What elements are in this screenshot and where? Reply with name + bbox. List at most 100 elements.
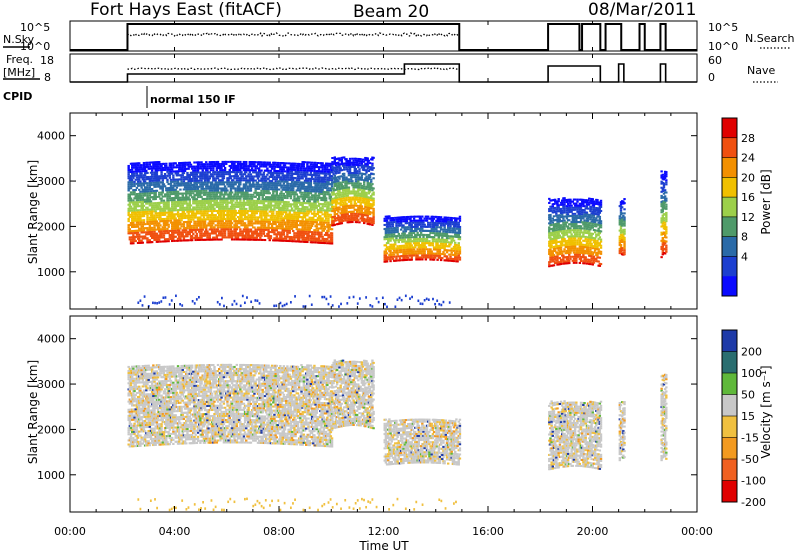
echo-cell — [221, 203, 224, 206]
echo-cell — [156, 224, 160, 227]
echo-cell — [165, 240, 168, 243]
echo-cell — [173, 215, 176, 218]
echo-cell — [358, 170, 361, 173]
echo-cell — [316, 161, 320, 165]
echo-cell — [146, 194, 149, 197]
echo-cell — [330, 179, 334, 182]
echo-cell — [368, 213, 372, 216]
echo-cell — [322, 229, 326, 232]
echo-cell — [166, 170, 169, 173]
echo-cell — [334, 182, 338, 185]
echo-cell — [128, 209, 132, 212]
echo-cell — [332, 207, 335, 210]
echo-cell — [228, 195, 231, 198]
echo-cell — [216, 226, 220, 229]
echo-cell — [133, 191, 136, 194]
echo-cell — [282, 168, 286, 171]
echo-cell — [166, 230, 169, 233]
echo-cell — [129, 191, 133, 194]
echo-cell — [293, 219, 296, 222]
echo-cell — [326, 178, 329, 181]
echo-cell — [288, 219, 291, 222]
echo-cell — [176, 213, 180, 216]
echo-cell — [329, 189, 333, 192]
echo-cell — [351, 214, 354, 217]
echo-cell — [190, 177, 194, 180]
echo-cell — [240, 173, 243, 176]
echo-cell — [226, 224, 229, 227]
echo-cell — [239, 189, 242, 192]
echo-cell — [266, 173, 269, 176]
echo-cell — [227, 211, 230, 214]
echo-cell — [282, 227, 286, 230]
echo-cell — [132, 221, 135, 224]
echo-cell — [206, 163, 209, 166]
echo-cell — [357, 190, 360, 193]
echo-cell — [340, 197, 344, 200]
echo-cell — [240, 216, 243, 219]
echo-cell — [332, 173, 335, 176]
echo-cell — [323, 170, 327, 173]
echo-cell — [257, 238, 261, 241]
echo-cell — [345, 215, 348, 218]
echo-cell — [335, 178, 339, 181]
echo-cell — [146, 182, 149, 185]
echo-cell — [176, 227, 180, 230]
freq-series — [70, 63, 697, 83]
echo-cell — [142, 212, 146, 216]
echo-cell — [155, 204, 159, 207]
echo-cell — [320, 186, 323, 189]
echo-cell — [239, 234, 242, 237]
echo-cell — [156, 206, 160, 209]
echo-cell — [234, 222, 237, 225]
echo-cell — [274, 204, 277, 207]
echo-cell — [355, 172, 359, 175]
echo-cell — [235, 224, 239, 227]
echo-cell — [247, 228, 250, 231]
echo-cell — [350, 178, 353, 181]
echo-cell — [316, 184, 320, 187]
echo-cell — [142, 178, 146, 181]
echo-cell — [300, 169, 303, 172]
echo-cell — [370, 180, 373, 183]
echo-cell — [299, 195, 302, 198]
echo-cell — [259, 206, 262, 209]
echo-cell — [216, 216, 220, 219]
echo-cell — [139, 211, 142, 214]
echo-cell — [279, 219, 282, 222]
echo-cell — [297, 162, 301, 165]
echo-cell — [353, 176, 356, 179]
echo-cell — [163, 195, 167, 198]
echo-cell — [310, 175, 314, 178]
echo-cell — [153, 230, 156, 233]
echo-cell — [339, 181, 342, 184]
echo-cell — [160, 193, 163, 196]
echo-cell — [140, 174, 143, 177]
echo-cell — [310, 198, 314, 201]
echo-cell — [293, 232, 296, 235]
echo-cell — [259, 222, 262, 225]
echo-cell — [135, 213, 139, 216]
echo-cell — [295, 183, 298, 186]
echo-cell — [294, 191, 297, 194]
echo-cell — [213, 160, 216, 164]
echo-cell — [142, 161, 146, 164]
echo-cell — [323, 184, 327, 187]
echo-cell — [340, 218, 344, 221]
echo-cell — [319, 176, 322, 179]
echo-cell — [338, 208, 341, 211]
echo-cell — [281, 225, 284, 228]
echo-cell — [222, 195, 226, 198]
echo-cell — [182, 225, 186, 228]
echo-cell — [195, 177, 199, 180]
echo-cell — [153, 216, 156, 219]
echo-cell — [199, 177, 202, 180]
echo-cell — [330, 183, 334, 186]
echo-cell — [339, 191, 342, 194]
echo-cell — [360, 176, 364, 179]
echo-cell — [323, 205, 327, 208]
echo-cell — [343, 197, 346, 200]
echo-cell — [304, 177, 308, 180]
echo-cell — [286, 233, 289, 236]
echo-cell — [280, 186, 283, 189]
